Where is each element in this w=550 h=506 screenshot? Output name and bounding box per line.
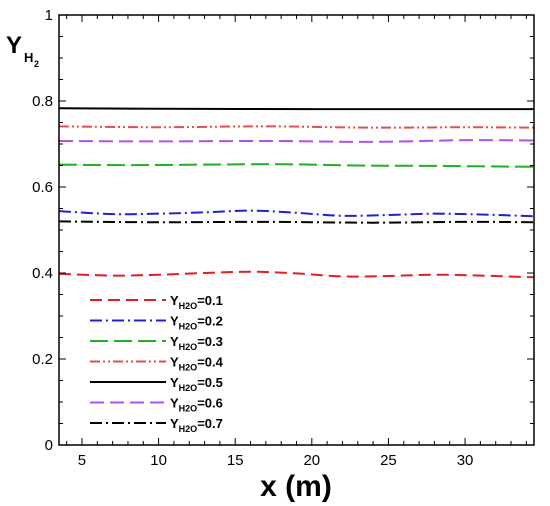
series-line-1 [58,270,535,279]
x-tick-label: 10 [150,452,167,469]
x-tick-label: 20 [303,452,320,469]
legend-item: YH2O=0.4 [90,355,224,373]
legend-item: YH2O=0.3 [90,334,223,352]
series-line-3 [58,163,535,168]
legend-item: YH2O=0.1 [90,293,223,311]
legend-label: YH2O=0.7 [170,416,223,434]
y-tick-label: 0.4 [32,265,53,282]
x-axis-label: x (m) [260,470,332,503]
ticks-layer: 5 10 15 20 25 30 0 0.2 0.4 0.6 0.8 1 [32,7,534,469]
legend-label: YH2O=0.4 [170,355,224,373]
legend-label: YH2O=0.6 [170,396,223,414]
axes-layer [58,14,535,446]
legend-label: YH2O=0.2 [170,314,223,332]
legend-label: YH2O=0.1 [170,293,223,311]
series-line-7 [58,220,535,224]
series-layer [58,107,535,279]
series-line-2 [58,209,535,218]
y-tick-label: 0.6 [32,179,53,196]
series-line-5 [58,107,534,111]
x-tick-label: 15 [227,452,244,469]
legend-label: YH2O=0.5 [170,375,223,393]
y-axis-label-sub: H [24,50,33,65]
y-tick-label: 0.8 [32,93,53,110]
legend-label: YH2O=0.3 [170,334,223,352]
y-tick-label: 1 [45,7,53,24]
y-tick-label: 0.2 [32,351,53,368]
x-tick-label: 25 [380,452,397,469]
x-tick-label: 30 [457,452,474,469]
y-axis-label-main: Y [6,32,22,59]
series-line-4 [58,125,535,129]
plot-frame [58,14,535,446]
y-axis-label-sub2: 2 [34,59,39,69]
legend: YH2O=0.1 YH2O=0.2 YH2O=0.3 YH2O=0.4 YH2O=0.5… [90,293,224,434]
series-line-6 [58,139,535,143]
legend-item: YH2O=0.6 [90,396,223,414]
legend-item: YH2O=0.2 [90,314,223,332]
x-tick-label: 5 [78,452,86,469]
y-tick-label: 0 [45,437,53,454]
legend-item: YH2O=0.7 [90,416,223,434]
y-axis-label: Y H 2 [6,32,39,69]
legend-item: YH2O=0.5 [90,375,223,393]
